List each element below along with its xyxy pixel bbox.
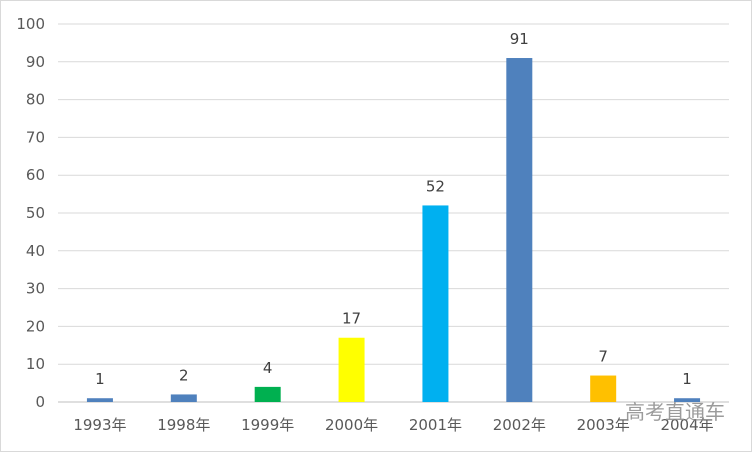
data-label: 7 xyxy=(598,348,608,366)
data-label: 1 xyxy=(95,370,105,388)
data-label: 52 xyxy=(426,177,445,195)
y-axis-ticks: 0 10 20 30 40 50 60 70 80 90 100 xyxy=(16,15,45,411)
x-tick-label: 2003年 xyxy=(577,416,630,434)
data-label: 4 xyxy=(263,359,273,377)
x-tick-label: 1998年 xyxy=(157,416,210,434)
bar-1998年 xyxy=(170,394,197,402)
y-tick-label: 100 xyxy=(16,15,45,33)
x-tick-label: 2002年 xyxy=(493,416,546,434)
x-tick-label: 1999年 xyxy=(241,416,294,434)
y-tick-label: 90 xyxy=(26,53,45,71)
y-tick-label: 50 xyxy=(26,204,45,222)
bar-1999年 xyxy=(254,386,281,402)
y-tick-label: 0 xyxy=(35,393,45,411)
bars xyxy=(86,58,701,403)
bar-2000年 xyxy=(338,337,365,402)
y-tick-label: 40 xyxy=(26,242,45,260)
y-tick-label: 10 xyxy=(26,355,45,373)
bar-2002年 xyxy=(506,58,533,403)
bar-1993年 xyxy=(86,398,113,402)
data-labels: 1 2 4 17 52 91 7 1 xyxy=(95,30,692,388)
y-tick-label: 20 xyxy=(26,317,45,335)
x-tick-label: 2000年 xyxy=(325,416,378,434)
data-label: 2 xyxy=(179,366,189,384)
x-tick-label: 2001年 xyxy=(409,416,462,434)
x-tick-label: 2004年 xyxy=(660,416,713,434)
watermark-text: 高考直通车 xyxy=(625,400,725,424)
y-tick-label: 70 xyxy=(26,128,45,146)
y-tick-label: 30 xyxy=(26,280,45,298)
bar-2001年 xyxy=(422,205,449,402)
x-axis-ticks: 1993年 1998年 1999年 2000年 2001年 2002年 2003年 2004年 xyxy=(73,416,713,434)
data-label: 91 xyxy=(510,30,529,48)
bar-2004年 xyxy=(674,398,701,402)
y-tick-label: 60 xyxy=(26,166,45,184)
data-label: 17 xyxy=(342,310,361,328)
x-tick-label: 1993年 xyxy=(73,416,126,434)
y-tick-label: 80 xyxy=(26,91,45,109)
gridlines xyxy=(58,23,729,403)
data-label: 1 xyxy=(682,370,692,388)
bar-2003年 xyxy=(590,375,617,402)
